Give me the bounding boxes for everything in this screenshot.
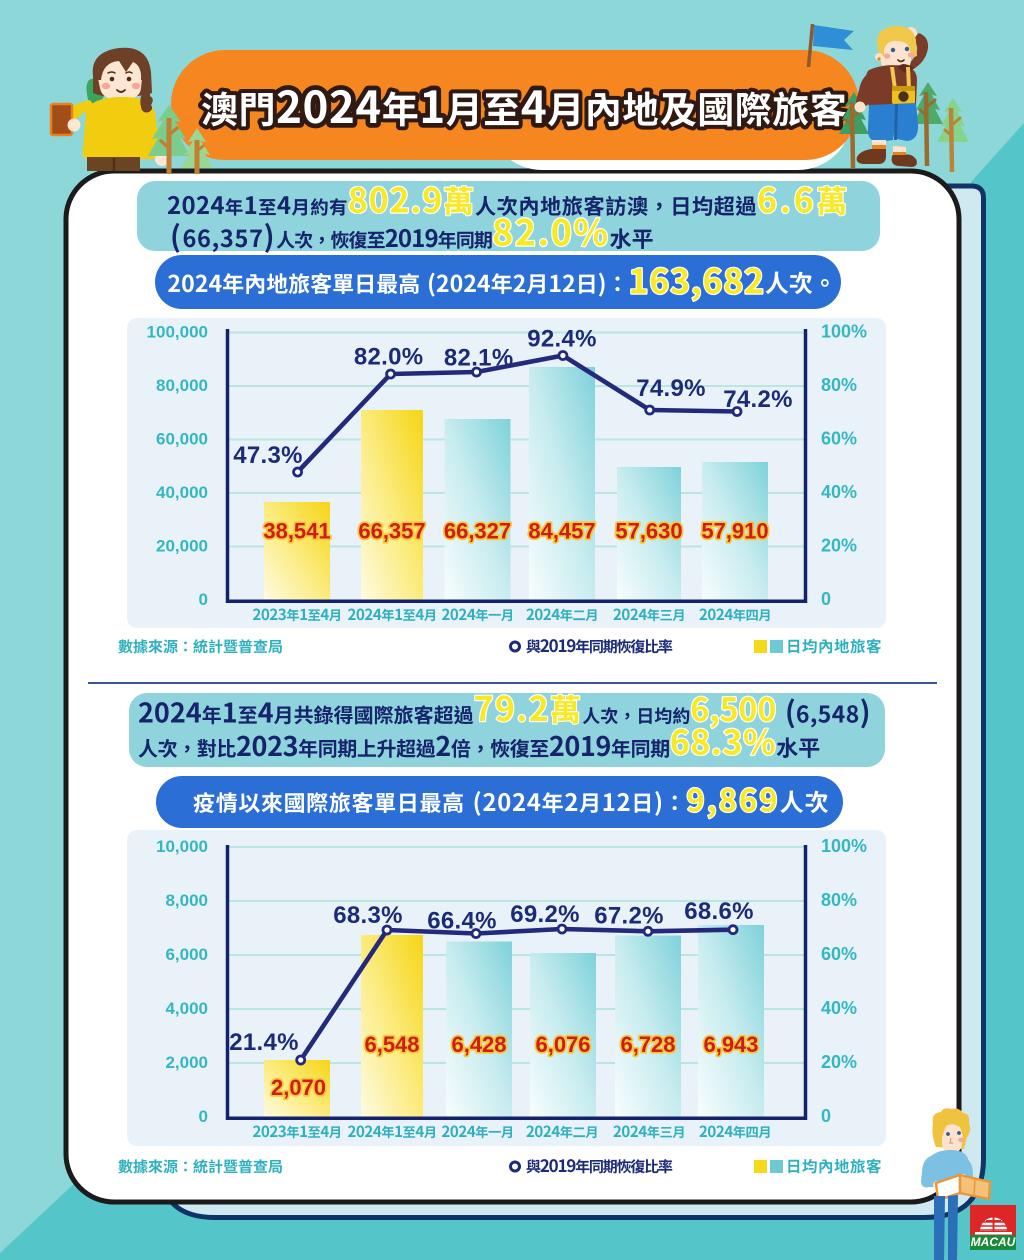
svg-text:6,076: 6,076 <box>535 1032 590 1057</box>
svg-text:66.4%: 66.4% <box>427 908 497 935</box>
svg-text:68.6%: 68.6% <box>684 898 754 925</box>
svg-text:6,000: 6,000 <box>165 945 208 964</box>
svg-text:4,000: 4,000 <box>165 999 208 1018</box>
svg-text:2,000: 2,000 <box>165 1053 208 1072</box>
svg-text:82.1%: 82.1% <box>444 345 514 372</box>
svg-text:68.3%: 68.3% <box>333 902 403 929</box>
svg-text:67.2%: 67.2% <box>594 903 664 930</box>
svg-text:20,000: 20,000 <box>156 537 208 556</box>
svg-text:100,000: 100,000 <box>147 323 208 342</box>
svg-text:57,630: 57,630 <box>615 519 682 544</box>
svg-text:100%: 100% <box>821 322 867 342</box>
svg-text:57,910: 57,910 <box>701 519 768 544</box>
svg-text:92.4%: 92.4% <box>527 326 597 353</box>
svg-text:82.0%: 82.0% <box>354 344 424 371</box>
svg-text:40%: 40% <box>821 998 857 1018</box>
svg-text:6,548: 6,548 <box>364 1032 419 1057</box>
svg-text:80%: 80% <box>821 890 857 910</box>
svg-text:8,000: 8,000 <box>165 891 208 910</box>
svg-text:60%: 60% <box>821 429 857 449</box>
svg-text:66,327: 66,327 <box>444 519 511 544</box>
svg-text:74.9%: 74.9% <box>636 375 706 402</box>
svg-text:6,728: 6,728 <box>620 1032 675 1057</box>
svg-text:20%: 20% <box>821 536 857 556</box>
svg-text:0: 0 <box>199 1107 208 1126</box>
svg-text:38,541: 38,541 <box>263 519 330 544</box>
svg-text:0: 0 <box>821 1106 831 1126</box>
svg-text:40,000: 40,000 <box>156 483 208 502</box>
svg-text:0: 0 <box>821 589 831 609</box>
svg-text:66,357: 66,357 <box>358 519 425 544</box>
svg-text:10,000: 10,000 <box>156 837 208 856</box>
svg-text:84,457: 84,457 <box>528 519 595 544</box>
svg-text:60%: 60% <box>821 944 857 964</box>
svg-text:60,000: 60,000 <box>156 430 208 449</box>
svg-text:6,943: 6,943 <box>703 1032 758 1057</box>
svg-text:47.3%: 47.3% <box>233 442 303 469</box>
svg-text:MACAU: MACAU <box>971 1235 1016 1249</box>
svg-text:21.4%: 21.4% <box>229 1029 299 1056</box>
svg-text:80,000: 80,000 <box>156 376 208 395</box>
svg-text:40%: 40% <box>821 482 857 502</box>
svg-text:100%: 100% <box>821 836 867 856</box>
svg-text:20%: 20% <box>821 1052 857 1072</box>
svg-text:6,428: 6,428 <box>451 1032 506 1057</box>
svg-text:74.2%: 74.2% <box>723 386 793 413</box>
svg-text:2,070: 2,070 <box>271 1075 326 1100</box>
svg-text:69.2%: 69.2% <box>510 901 580 928</box>
svg-text:0: 0 <box>199 590 208 609</box>
svg-text:80%: 80% <box>821 375 857 395</box>
